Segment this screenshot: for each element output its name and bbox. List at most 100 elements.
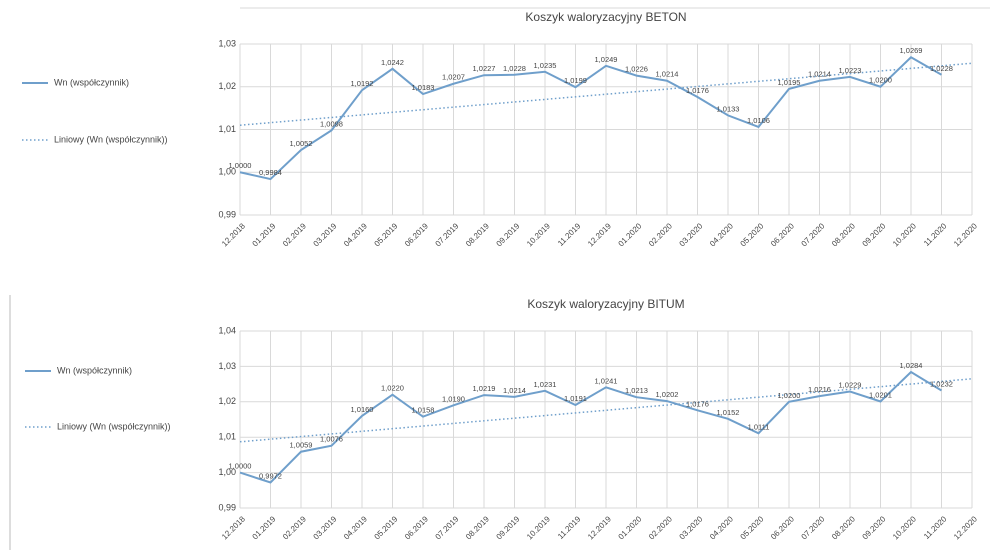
trendline xyxy=(239,62,973,126)
data-label: 1,0000 xyxy=(229,462,252,471)
legend-label: Liniowy (Wn (współczynnik)) xyxy=(57,421,171,431)
data-label: 1,0232 xyxy=(930,379,953,388)
data-label: 1,0213 xyxy=(625,386,648,395)
data-label: 1,0249 xyxy=(595,55,618,64)
x-tick-label: 05.2019 xyxy=(373,514,400,541)
legend-label: Wn (współczynnik) xyxy=(54,77,129,87)
y-tick-label: 0,99 xyxy=(218,502,236,512)
data-line xyxy=(239,56,942,181)
data-label: 1,0160 xyxy=(351,405,374,414)
x-tick-label: 11.2020 xyxy=(922,221,949,248)
data-label: 1,0219 xyxy=(473,384,496,393)
x-tick-label: 04.2019 xyxy=(342,221,369,248)
data-label: 1,0214 xyxy=(656,70,679,79)
y-tick-label: 1,02 xyxy=(218,81,236,91)
data-line xyxy=(239,370,943,484)
data-label: 1,0000 xyxy=(229,161,252,170)
x-tick-label: 09.2020 xyxy=(861,514,888,541)
data-label: 1,0192 xyxy=(351,79,374,88)
x-tick-label: 12.2019 xyxy=(586,221,613,248)
x-tick-label: 06.2020 xyxy=(769,221,796,248)
x-tick-label: 10.2019 xyxy=(525,221,552,248)
data-label: 1,0076 xyxy=(320,435,343,444)
x-tick-label: 01.2020 xyxy=(617,514,644,541)
x-tick-label: 01.2019 xyxy=(251,221,278,248)
data-label: 1,0152 xyxy=(717,408,740,417)
x-tick-label: 09.2020 xyxy=(861,221,888,248)
x-tick-label: 08.2019 xyxy=(464,514,491,541)
data-label: 1,0228 xyxy=(503,64,526,73)
data-label: 1,0111 xyxy=(748,422,770,431)
data-label: 1,0242 xyxy=(381,58,404,67)
data-label: 1,0098 xyxy=(320,119,343,128)
x-tick-label: 10.2019 xyxy=(525,514,552,541)
y-tick-label: 0,99 xyxy=(218,209,236,219)
x-tick-label: 12.2019 xyxy=(586,514,613,541)
data-label: 1,0200 xyxy=(778,391,801,400)
y-tick-label: 1,01 xyxy=(218,432,236,442)
trendline xyxy=(239,378,973,443)
x-tick-label: 11.2020 xyxy=(922,514,949,541)
x-tick-label: 04.2019 xyxy=(342,514,369,541)
data-label: 1,0133 xyxy=(717,104,740,113)
data-label: 1,0207 xyxy=(442,73,465,82)
x-tick-label: 07.2019 xyxy=(434,514,461,541)
x-tick-label: 03.2019 xyxy=(312,514,339,541)
x-tick-label: 12.2018 xyxy=(220,221,247,248)
x-tick-label: 09.2019 xyxy=(495,221,522,248)
x-tick-label: 08.2020 xyxy=(830,221,857,248)
x-tick-label: 05.2019 xyxy=(373,221,400,248)
data-label: 1,0052 xyxy=(290,139,313,148)
x-tick-label: 07.2020 xyxy=(800,221,827,248)
data-label: 1,0195 xyxy=(778,78,801,87)
data-label: 1,0183 xyxy=(412,83,435,92)
data-label: 1,0176 xyxy=(686,86,709,95)
x-tick-label: 04.2020 xyxy=(708,221,735,248)
y-tick-label: 1,04 xyxy=(218,325,236,335)
x-tick-label: 02.2020 xyxy=(647,221,674,248)
x-tick-label: 01.2019 xyxy=(251,514,278,541)
data-label: 1,0220 xyxy=(381,384,404,393)
x-tick-label: 10.2020 xyxy=(891,221,918,248)
data-label: 1,0241 xyxy=(595,376,618,385)
x-tick-label: 03.2019 xyxy=(312,221,339,248)
y-tick-label: 1,03 xyxy=(218,38,236,48)
x-tick-label: 10.2020 xyxy=(891,514,918,541)
chart-title: Koszyk waloryzacyjny BETON xyxy=(525,10,686,24)
x-tick-label: 03.2020 xyxy=(678,514,705,541)
x-tick-label: 01.2020 xyxy=(617,221,644,248)
y-tick-label: 1,00 xyxy=(218,167,236,177)
x-tick-label: 12.2020 xyxy=(952,514,979,541)
x-tick-label: 11.2019 xyxy=(556,221,583,248)
data-label: 1,0202 xyxy=(656,390,679,399)
data-label: 1,0200 xyxy=(869,76,892,85)
x-tick-label: 06.2019 xyxy=(403,514,430,541)
legend-label: Liniowy (Wn (współczynnik)) xyxy=(54,134,168,144)
legend-label: Wn (współczynnik) xyxy=(57,365,132,375)
chart-title: Koszyk waloryzacyjny BITUM xyxy=(527,297,684,311)
data-label: 1,0235 xyxy=(534,61,557,70)
data-label: 1,0059 xyxy=(290,441,313,450)
data-label: 1,0216 xyxy=(808,385,831,394)
data-label: 1,0227 xyxy=(473,64,496,73)
data-label: 1,0214 xyxy=(808,70,831,79)
x-tick-label: 11.2019 xyxy=(556,514,583,541)
x-tick-label: 07.2019 xyxy=(434,221,461,248)
data-label: 1,0229 xyxy=(839,381,862,390)
x-tick-label: 09.2019 xyxy=(495,514,522,541)
x-tick-label: 06.2019 xyxy=(403,221,430,248)
x-tick-label: 08.2019 xyxy=(464,221,491,248)
data-label: 1,0269 xyxy=(900,46,923,55)
x-tick-label: 06.2020 xyxy=(769,514,796,541)
data-label: 0,9984 xyxy=(259,168,282,177)
x-tick-label: 05.2020 xyxy=(739,514,766,541)
data-label: 1,0231 xyxy=(534,380,557,389)
x-tick-label: 02.2019 xyxy=(281,514,308,541)
data-label: 1,0214 xyxy=(503,386,526,395)
data-label: 1,0226 xyxy=(625,65,648,74)
data-label: 1,0191 xyxy=(564,394,587,403)
data-label: 1,0106 xyxy=(747,116,770,125)
x-tick-label: 07.2020 xyxy=(800,514,827,541)
y-tick-label: 1,03 xyxy=(218,361,236,371)
